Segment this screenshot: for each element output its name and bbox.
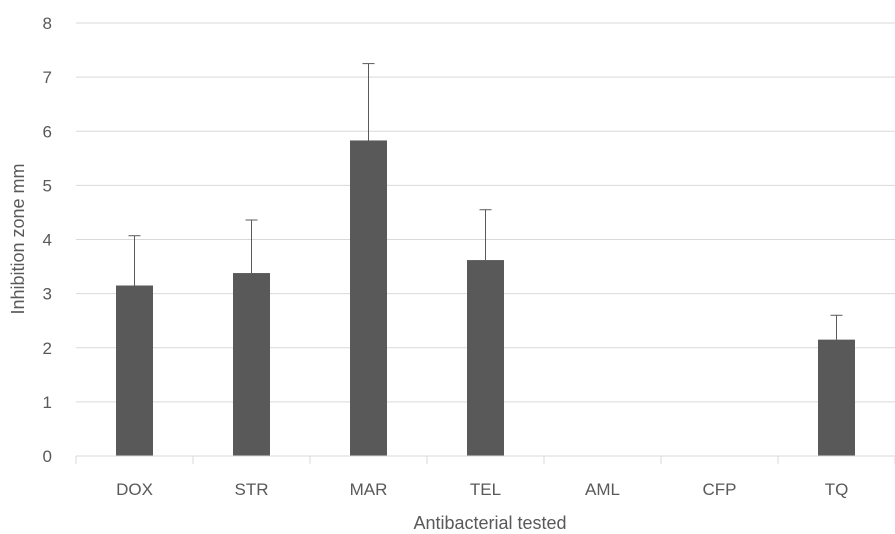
y-tick-label: 7 (43, 68, 52, 87)
bar-mar (350, 140, 387, 457)
x-tick-label: AML (585, 480, 620, 499)
y-axis-title: Inhibition zone mm (8, 163, 28, 314)
y-tick-label: 1 (43, 393, 52, 412)
x-tick-label: CFP (703, 480, 737, 499)
y-axis-ticks: 0 1 2 3 4 5 6 7 8 (43, 14, 52, 466)
bars (116, 140, 855, 457)
y-tick-label: 8 (43, 14, 52, 33)
x-tick-label: STR (235, 480, 269, 499)
bar-tel (467, 260, 504, 456)
bar-str (233, 273, 270, 456)
y-tick-label: 6 (43, 122, 52, 141)
x-axis-ticks: DOX STR MAR TEL AML CFP TQ (116, 480, 848, 499)
x-tick-label: DOX (116, 480, 153, 499)
x-tick-label: TQ (825, 480, 849, 499)
bar-tq (818, 339, 855, 456)
y-tick-label: 3 (43, 285, 52, 304)
x-axis-title: Antibacterial tested (413, 513, 566, 533)
x-axis (75, 455, 895, 464)
y-tick-label: 2 (43, 339, 52, 358)
bar-dox (116, 285, 153, 456)
y-tick-label: 5 (43, 176, 52, 195)
x-tick-label: MAR (350, 480, 388, 499)
y-tick-label: 0 (43, 447, 52, 466)
y-tick-label: 4 (43, 231, 52, 250)
error-bars (128, 63, 843, 340)
x-tick-label: TEL (470, 480, 501, 499)
